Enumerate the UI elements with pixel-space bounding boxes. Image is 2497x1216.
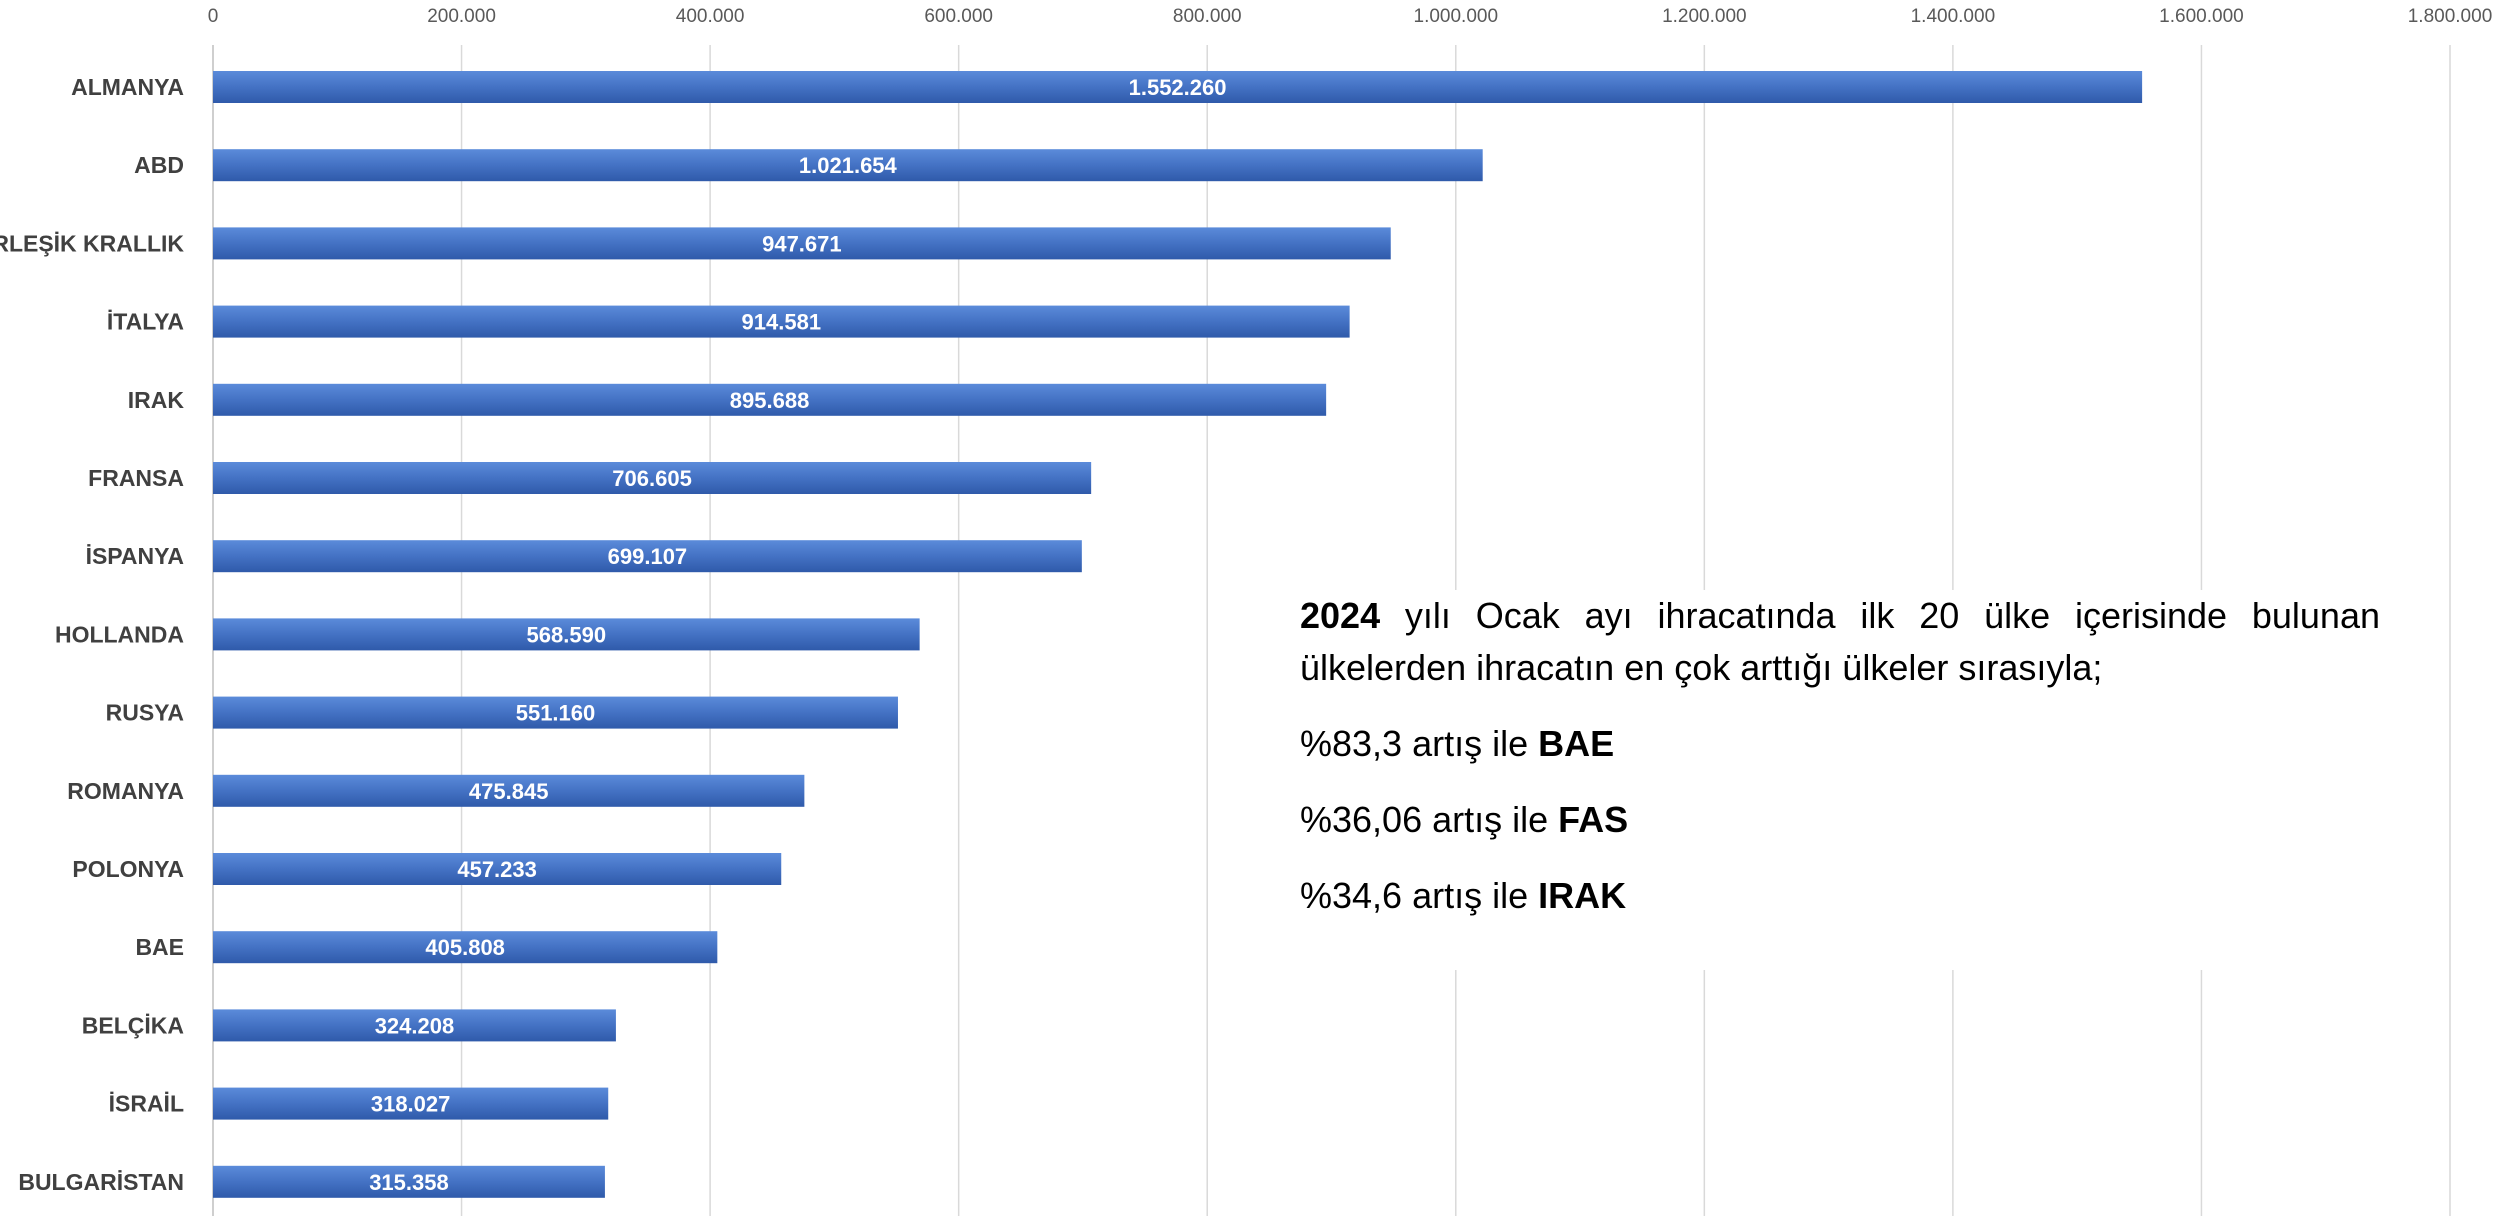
bar	[213, 227, 1391, 260]
data-label: 914.581	[742, 310, 822, 335]
bar	[213, 71, 2143, 103]
bar	[213, 383, 1327, 416]
data-label: 551.160	[516, 701, 596, 726]
x-tick-label: 0	[208, 6, 219, 27]
category-label: ROMANYA	[67, 778, 184, 804]
x-tick-label: 1.800.000	[2408, 6, 2493, 27]
category-label: RUSYA	[106, 700, 184, 726]
category-label: BULGARİSTAN	[18, 1169, 184, 1195]
annotation-item-3-country: IRAK	[1538, 875, 1627, 916]
data-label: 568.590	[527, 622, 607, 647]
data-label: 699.107	[608, 544, 688, 569]
bars	[213, 71, 2143, 1198]
annotation-intro: 2024 yılı Ocak ayı ihracatında ilk 20 ül…	[1300, 590, 2380, 694]
data-label: 895.688	[730, 388, 810, 413]
category-label: ABD	[134, 152, 184, 178]
x-tick-label: 1.600.000	[2159, 6, 2244, 27]
x-tick-label: 200.000	[427, 6, 496, 27]
data-label: 1.021.654	[799, 153, 898, 178]
data-label: 1.552.260	[1129, 75, 1227, 100]
data-label: 947.671	[762, 231, 842, 256]
bar	[213, 462, 1092, 494]
bar	[213, 1165, 605, 1198]
annotation-item-3-prefix: %34,6 artış ile	[1300, 875, 1539, 916]
category-label: POLONYA	[72, 856, 184, 882]
annotation-intro-text: yılı Ocak ayı ihracatında ilk 20 ülke iç…	[1300, 595, 2380, 688]
category-label: İSPANYA	[86, 543, 184, 569]
category-label: BİRLEŞİK KRALLIK	[0, 230, 184, 256]
annotation-item-1-country: BAE	[1538, 723, 1615, 764]
bar	[213, 540, 1082, 573]
data-labels: 1.552.260 1.021.654 947.671 914.581 895.688 7…	[369, 75, 1226, 1195]
category-label: İTALYA	[107, 309, 184, 335]
data-label: 315.358	[369, 1170, 449, 1195]
x-tick-label: 1.200.000	[1662, 6, 1747, 27]
bar	[213, 931, 718, 964]
x-tick-label: 1.000.000	[1414, 6, 1499, 27]
annotation-item-2-prefix: %36,06 artış ile	[1300, 799, 1559, 840]
bar	[213, 696, 898, 729]
annotation-item-1-prefix: %83,3 artış ile	[1300, 723, 1539, 764]
annotation-item-1: %83,3 artış ile BAE	[1300, 718, 2380, 770]
bar	[213, 618, 920, 651]
annotation-item-2-country: FAS	[1558, 799, 1629, 840]
data-label: 475.845	[469, 779, 549, 804]
bar	[213, 149, 1483, 182]
category-label: HOLLANDA	[55, 621, 184, 647]
category-label: ALMANYA	[71, 74, 184, 100]
x-axis-tick-labels: 0 200.000 400.000 600.000 800.000 1.000.000 1.…	[208, 6, 2493, 27]
data-label: 457.233	[457, 857, 537, 882]
data-label: 405.808	[425, 935, 505, 960]
x-tick-label: 400.000	[676, 6, 745, 27]
category-label: BELÇİKA	[82, 1012, 184, 1038]
data-label: 324.208	[375, 1013, 455, 1038]
data-label: 318.027	[371, 1092, 451, 1117]
x-tick-label: 600.000	[924, 6, 993, 27]
category-label: BAE	[135, 934, 184, 960]
category-labels: ALMANYA ABD BİRLEŞİK KRALLIK İTALYA IRAK FRAN…	[0, 74, 184, 1195]
bar	[213, 1009, 616, 1042]
annotation-item-2: %36,06 artış ile FAS	[1300, 794, 2380, 846]
annotation-year: 2024	[1300, 595, 1381, 636]
bar	[213, 305, 1350, 338]
bar	[213, 853, 782, 885]
x-tick-label: 800.000	[1173, 6, 1242, 27]
x-tick-label: 1.400.000	[1911, 6, 1996, 27]
annotation-item-3: %34,6 artış ile IRAK	[1300, 870, 2380, 922]
bar	[213, 1087, 609, 1120]
category-label: İSRAİL	[109, 1091, 184, 1117]
data-label: 706.605	[612, 466, 692, 491]
bar	[213, 774, 805, 807]
category-label: IRAK	[128, 387, 185, 413]
category-label: FRANSA	[88, 465, 184, 491]
annotation-box: 2024 yılı Ocak ayı ihracatında ilk 20 ül…	[1300, 590, 2380, 970]
